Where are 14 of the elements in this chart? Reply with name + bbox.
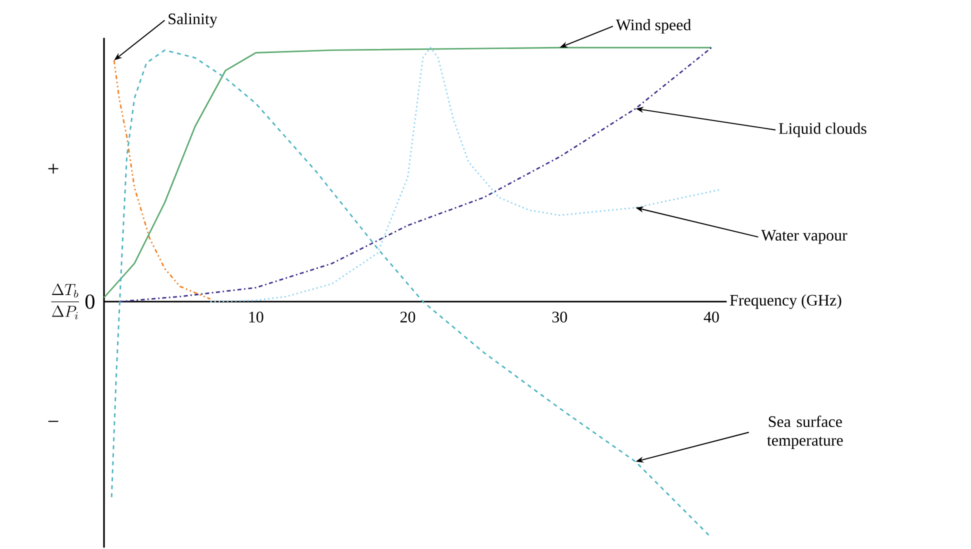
- x-axis-title: Frequency (GHz): [730, 294, 842, 309]
- text: Sea surface temperature: [767, 416, 843, 449]
- text: Salinity: [168, 13, 218, 28]
- x-tick-label: 20: [400, 312, 416, 322]
- x-tick-label: 30: [552, 312, 567, 322]
- text: +: [48, 164, 58, 174]
- text: 0: [85, 294, 94, 309]
- text: Liquid clouds: [778, 122, 866, 138]
- text: Water vapour: [761, 230, 848, 244]
- x-tick-label: 40: [704, 312, 719, 322]
- y-axis-title: $\frac{\Delta T_b}{\Delta P_i}$: [51, 284, 80, 320]
- text: −: [48, 420, 58, 422]
- series-label: Wind speed: [616, 19, 692, 34]
- x-tick-label: 10: [249, 312, 264, 322]
